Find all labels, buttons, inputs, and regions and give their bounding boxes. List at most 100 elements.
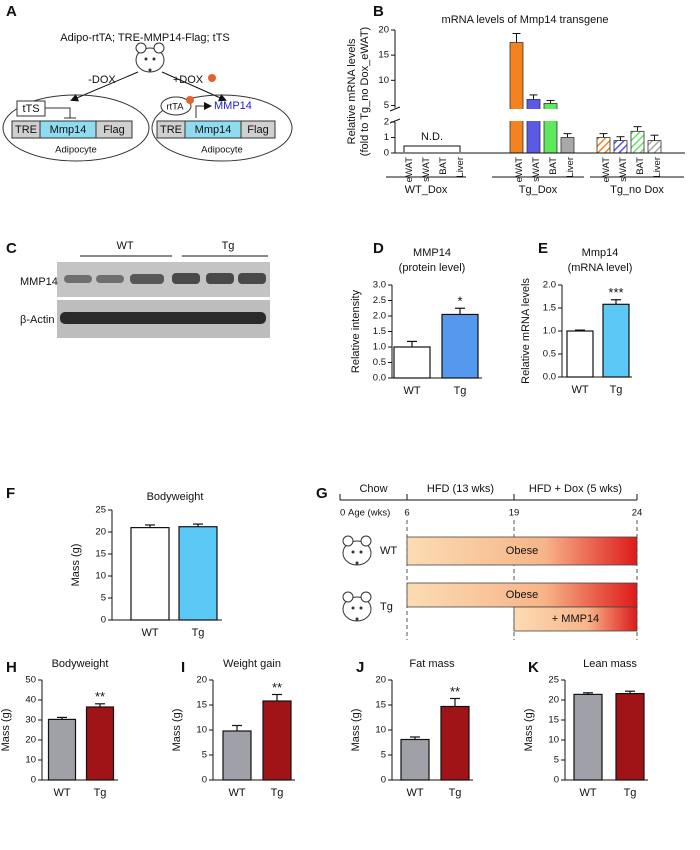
bar — [630, 130, 645, 154]
bands — [60, 273, 266, 324]
y-tick-label: 10 — [25, 755, 36, 766]
panel-letter: I — [181, 659, 185, 676]
y-tick-label: 20 — [378, 25, 389, 36]
axis-label: Age (wks) — [348, 508, 390, 519]
gene-label: TRE — [160, 124, 182, 136]
bar — [400, 738, 430, 781]
gene-label: Flag — [247, 124, 268, 136]
repression — [45, 107, 76, 119]
y-tick-label: 5 — [554, 755, 559, 766]
row-label: Tg — [380, 601, 393, 613]
x-tick-label: eWAT — [514, 157, 525, 183]
x-tick-label: sWAT — [421, 157, 432, 182]
y-tick-label: 1.5 — [543, 303, 556, 314]
y-axis-label: Mass (g) — [70, 544, 82, 587]
chart-title: Mmp14 — [582, 247, 619, 259]
y-tick-label: 2.0 — [543, 280, 556, 291]
x-tick-label: BAT — [635, 157, 646, 175]
phase-bar-label: Obese — [506, 589, 538, 601]
mouse-icon — [135, 42, 165, 73]
y-axis-label: Relative intensity — [350, 289, 362, 373]
bar — [441, 313, 479, 379]
y-tick-label: 5 — [384, 100, 389, 111]
y-tick-label: 0.0 — [373, 373, 386, 384]
mouse-icon — [342, 535, 372, 566]
y-axis-label: Mass (g) — [0, 709, 12, 752]
significance: * — [457, 294, 462, 309]
y-tick-label: 15 — [548, 715, 559, 726]
significance: ** — [450, 684, 460, 699]
y-tick-label: 10 — [378, 75, 389, 86]
y-tick-label: 20 — [196, 675, 207, 686]
y-axis-label: Mass (g) — [350, 709, 362, 752]
x-tick-label: Tg — [610, 384, 623, 396]
bar — [566, 330, 594, 378]
y-tick-label: 3.0 — [373, 280, 386, 291]
x-tick-label: Liver — [652, 157, 663, 178]
mouse-ear — [342, 591, 354, 603]
y-axis-label: Relative mRNA levels — [520, 278, 532, 384]
y-tick-label: 0.0 — [543, 372, 556, 383]
y-tick-label: 1.5 — [373, 326, 386, 337]
mouse-ear — [135, 42, 147, 54]
row-label: WT — [380, 545, 397, 557]
timeline-tick-label: 6 — [404, 508, 409, 519]
mouse-body — [342, 596, 372, 622]
cell — [151, 94, 293, 162]
bar — [647, 140, 662, 154]
y-tick-label: 20 — [95, 527, 106, 538]
y-tick-label: 0 — [381, 775, 386, 786]
tag-box — [240, 120, 276, 139]
y-tick-label: 0 — [554, 775, 559, 786]
y-axis-label: Mass (g) — [171, 709, 183, 752]
y-tick-label: 5 — [202, 750, 207, 761]
product-label: MMP14 — [214, 100, 252, 112]
y-axis-label: (fold to Tg_no Dox_eWAT) — [359, 27, 371, 156]
phase-label: HFD + Dox (5 wks) — [529, 483, 622, 495]
mouse-ear — [342, 535, 354, 547]
y-tick-label: 0 — [31, 775, 36, 786]
x-tick-label: WT — [141, 627, 158, 639]
phase-bar-label: Obese — [506, 545, 538, 557]
arrow-label: -DOX — [88, 74, 116, 86]
y-tick-label: 10 — [548, 735, 559, 746]
cell-label: Adipocyte — [201, 145, 243, 156]
y-tick-label: 40 — [25, 695, 36, 706]
timeline-tick-label: 24 — [632, 508, 643, 519]
timeline-tick-label: 0 — [340, 508, 345, 519]
chart-title: MMP14 — [413, 247, 451, 259]
y-tick-label: 50 — [25, 675, 36, 686]
y-tick-label: 0 — [202, 775, 207, 786]
bar — [440, 705, 470, 781]
y-tick-label: 2 — [384, 117, 389, 128]
y-tick-label: 0.5 — [543, 349, 556, 360]
chart-title: Bodyweight — [52, 658, 109, 670]
y-tick-label: 10 — [196, 725, 207, 736]
y-tick-label: 0 — [101, 615, 106, 626]
x-tick-label: eWAT — [601, 157, 612, 183]
chart-title: Lean mass — [583, 658, 637, 670]
cell-label: Adipocyte — [55, 145, 97, 156]
y-axis-label: Mass (g) — [523, 709, 535, 752]
bar — [613, 140, 628, 154]
panel-letter: D — [373, 240, 384, 257]
x-tick-label: WT — [571, 384, 588, 396]
phase-label: Chow — [359, 483, 387, 495]
group-label: WT_Dox — [405, 184, 448, 196]
x-tick-label: WT — [579, 787, 596, 799]
bar — [560, 137, 575, 154]
mouse-ear — [360, 591, 372, 603]
phase-bar-label: + MMP14 — [552, 613, 599, 625]
panel-g: G Age (wks) 0 6 19 24 Chow HFD (13 wks) HFD + … — [316, 483, 642, 640]
bar — [596, 137, 611, 154]
rtta-shape — [160, 96, 192, 116]
chart-title: Bodyweight — [147, 491, 204, 503]
x-tick-label: Liver — [455, 157, 466, 178]
nd-bracket — [403, 145, 461, 152]
bar — [222, 730, 252, 781]
bar — [602, 303, 630, 378]
mouse-ear — [153, 42, 165, 54]
mouse-nose — [148, 68, 152, 72]
group-label: Tg_Dox — [519, 184, 558, 196]
